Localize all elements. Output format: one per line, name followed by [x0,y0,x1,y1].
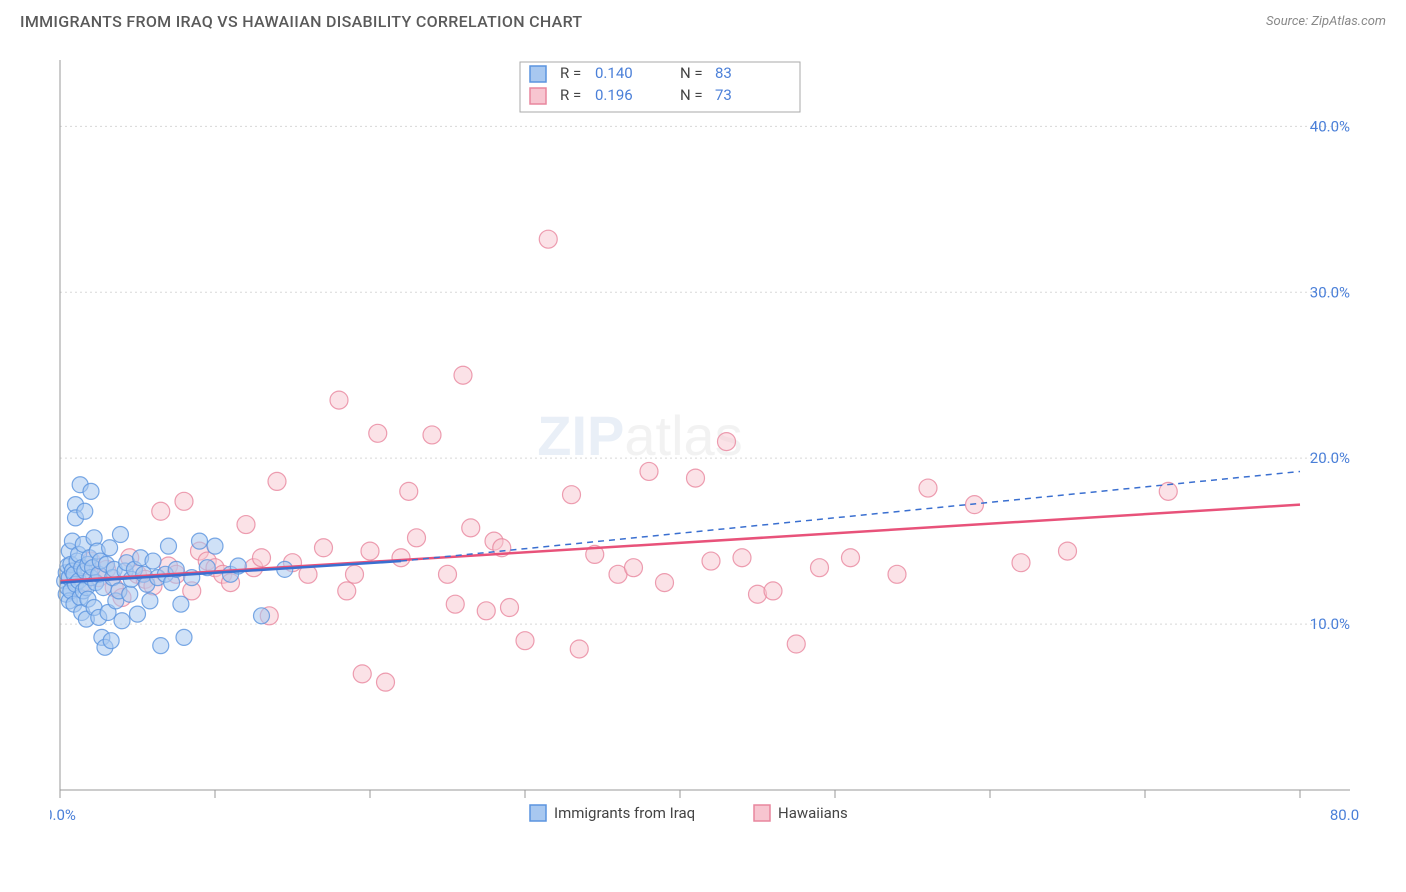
chart-title: IMMIGRANTS FROM IRAQ VS HAWAIIAN DISABIL… [20,12,582,31]
data-point [176,629,192,645]
data-point [112,527,128,543]
data-point [718,433,736,451]
trend-line-iraq-extrap [401,471,1300,561]
legend-n-label: N = [680,64,703,82]
legend-n-label: N = [680,86,703,104]
data-point [77,503,93,519]
data-point [640,462,658,480]
x-tick-label: 80.0% [1330,806,1360,824]
data-point [462,519,480,537]
legend-r-label: R = [560,64,581,82]
data-point [145,553,161,569]
data-point [764,582,782,600]
data-point [733,549,751,567]
data-point [439,565,457,583]
data-point [570,640,588,658]
data-point [253,549,271,567]
data-point [446,595,464,613]
data-point [161,538,177,554]
data-point [369,424,387,442]
y-tick-label: 40.0% [1310,117,1350,135]
data-point [687,469,705,487]
data-point [563,486,581,504]
legend-n-value: 83 [715,64,732,82]
chart-container: 10.0%20.0%30.0%40.0%ZIPatlas0.0%80.0%Dis… [50,50,1360,820]
data-point [702,552,720,570]
data-point [122,586,138,602]
data-point [237,516,255,534]
data-point [114,613,130,629]
data-point [153,638,169,654]
legend-swatch [530,88,546,104]
legend-r-value: 0.196 [595,86,633,104]
data-point [842,549,860,567]
data-point [516,632,534,650]
data-point [192,533,208,549]
data-point [142,593,158,609]
data-point [361,542,379,560]
data-point [377,673,395,691]
data-point [207,538,223,554]
legend-swatch [530,66,546,82]
legend-n-value: 73 [715,86,732,104]
data-point [83,483,99,499]
data-point [268,472,286,490]
data-point [477,602,495,620]
watermark: ZIPatlas [537,404,742,467]
x-tick-label: 0.0% [50,806,76,824]
data-point [539,230,557,248]
data-point [423,426,441,444]
data-point [454,366,472,384]
bottom-legend-swatch [530,805,546,821]
bottom-legend-label: Immigrants from Iraq [554,804,695,822]
data-point [130,606,146,622]
y-tick-label: 10.0% [1310,615,1350,633]
data-point [1059,542,1077,560]
data-point [175,492,193,510]
data-point [330,391,348,409]
data-point [625,559,643,577]
data-point [1012,554,1030,572]
data-point [315,539,333,557]
scatter-chart: 10.0%20.0%30.0%40.0%ZIPatlas0.0%80.0%Dis… [50,50,1360,890]
bottom-legend-label: Hawaiians [778,804,848,822]
y-tick-label: 30.0% [1310,283,1350,301]
source-label: Source: ZipAtlas.com [1266,14,1386,29]
data-point [353,665,371,683]
data-point [102,540,118,556]
data-point [392,549,410,567]
bottom-legend-swatch [754,805,770,821]
data-point [173,596,189,612]
data-point [787,635,805,653]
data-point [254,608,270,624]
data-point [888,565,906,583]
data-point [656,574,674,592]
data-point [408,529,426,547]
legend-r-label: R = [560,86,581,104]
data-point [346,565,364,583]
data-point [152,502,170,520]
data-point [103,633,119,649]
data-point [749,585,767,603]
data-point [400,482,418,500]
data-point [338,582,356,600]
data-point [811,559,829,577]
legend-r-value: 0.140 [595,64,633,82]
data-point [501,599,519,617]
data-point [919,479,937,497]
y-tick-label: 20.0% [1310,449,1350,467]
